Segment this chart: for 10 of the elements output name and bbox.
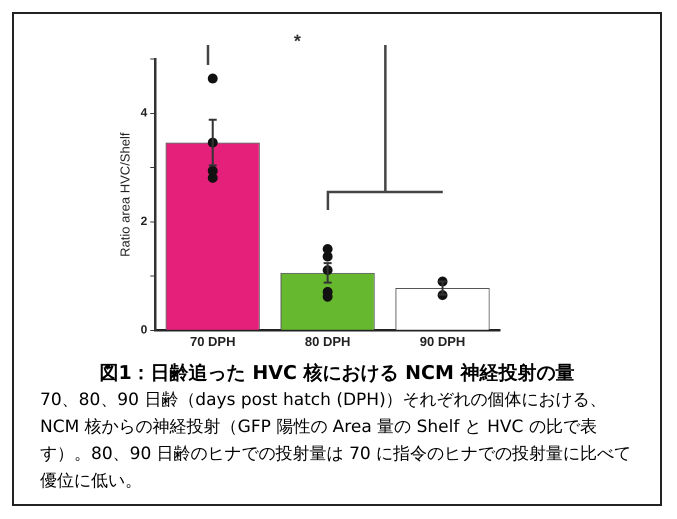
text: 図1：日齢追った HVC 核における NCM 神経投射の量 — [98, 361, 576, 386]
y-tick-label: 0 — [140, 322, 148, 337]
text: * — [294, 31, 301, 52]
text: 70、80、90 日齢（days post hatch (DPH)）それぞれの個体における、NCM 核からの神経投射（GFP 陽性の Area 量の Shelf と HVC の比で表す）。80、90 日齢のヒナでの投射量は 70 に指令のヒナでの投射量に比べて優位に低い。 — [40, 389, 632, 493]
x-tick-label: 80 DPH — [304, 334, 350, 349]
y-tick-label: 2 — [140, 214, 148, 228]
x-tick-label: 70 DPH — [190, 334, 236, 349]
x-tick-label: 90 DPH — [420, 334, 466, 349]
y-tick-label: 4 — [140, 106, 148, 120]
y-axis-title: Ratio area HVC/Shelf — [117, 132, 132, 257]
